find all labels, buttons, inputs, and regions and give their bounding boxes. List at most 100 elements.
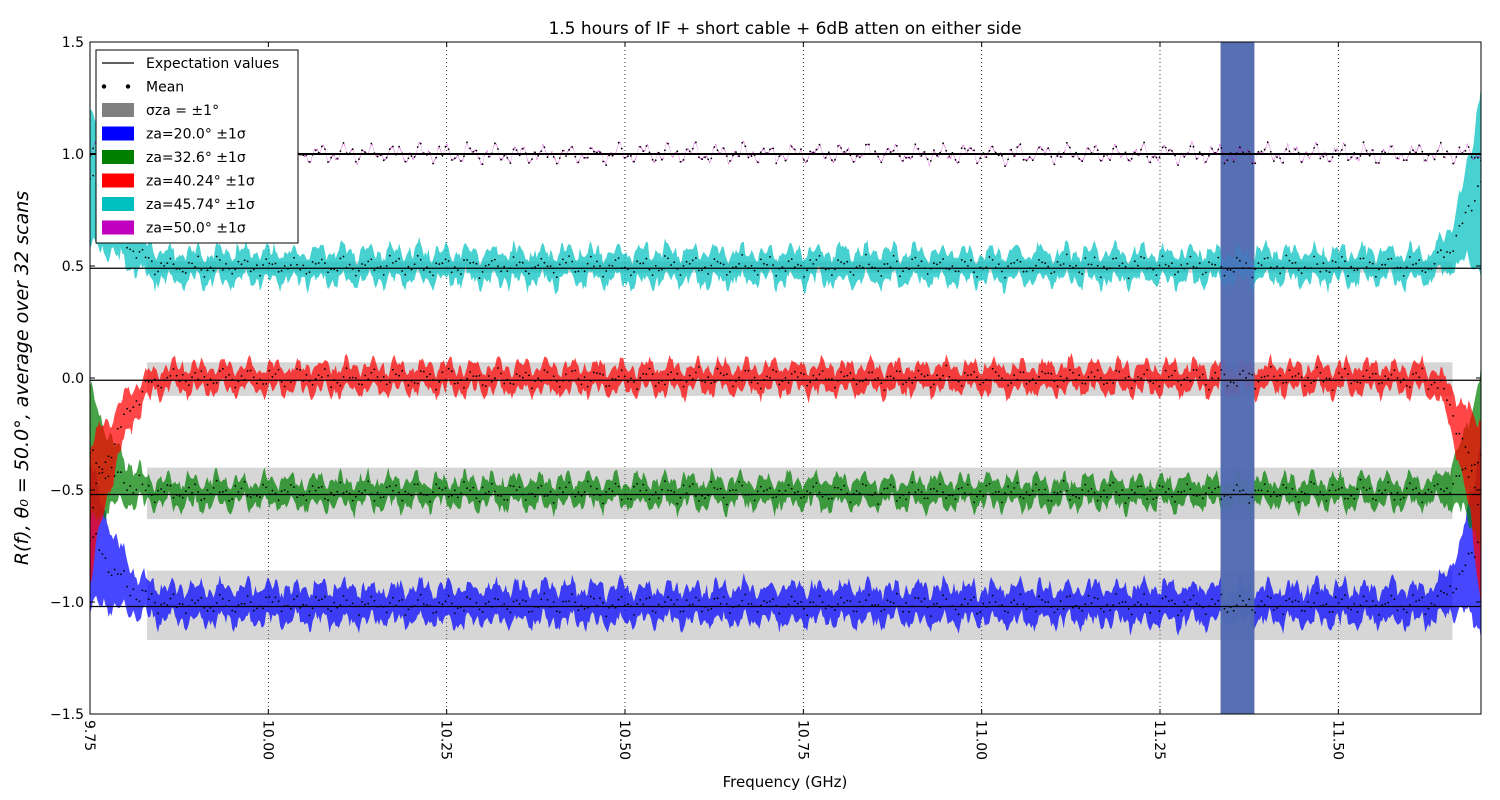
mean-dot bbox=[1171, 262, 1173, 265]
mean-dot bbox=[435, 483, 438, 486]
mean-dot bbox=[243, 378, 246, 381]
mean-dot bbox=[583, 376, 586, 379]
mean-dot bbox=[1189, 380, 1192, 383]
mean-dot bbox=[540, 484, 543, 487]
mean-dot bbox=[988, 482, 991, 485]
mean-dot bbox=[1214, 371, 1217, 374]
mean-dot bbox=[599, 265, 601, 267]
legend-patch-swatch bbox=[102, 150, 134, 164]
mean-dot bbox=[354, 377, 357, 379]
mean-dot bbox=[1146, 155, 1149, 158]
mean-dot bbox=[1177, 490, 1179, 493]
mean-dot bbox=[1449, 492, 1451, 495]
mean-dot bbox=[1300, 376, 1303, 379]
mean-dot bbox=[1146, 603, 1149, 606]
mean-dot bbox=[577, 609, 580, 612]
mean-dot bbox=[772, 368, 774, 371]
mean-dot bbox=[302, 380, 305, 382]
mean-dot bbox=[1232, 160, 1235, 163]
mean-dot bbox=[157, 489, 159, 492]
mean-dot bbox=[271, 375, 274, 378]
mean-dot bbox=[815, 378, 818, 380]
mean-dot bbox=[1415, 600, 1417, 603]
mean-dot bbox=[160, 262, 163, 264]
mean-dot bbox=[475, 497, 478, 499]
mean-dot bbox=[766, 263, 768, 266]
mean-dot bbox=[769, 600, 771, 603]
mean-dot bbox=[497, 148, 499, 150]
mean-dot bbox=[367, 480, 370, 483]
mean-dot bbox=[135, 598, 138, 601]
mean-dot bbox=[1103, 155, 1105, 158]
mean-dot bbox=[759, 258, 762, 261]
mean-dot bbox=[113, 443, 116, 446]
mean-dot bbox=[630, 605, 632, 608]
mean-dot bbox=[806, 490, 808, 493]
mean-dot bbox=[240, 487, 243, 490]
mean-dot bbox=[361, 149, 363, 152]
mean-dot bbox=[132, 492, 135, 494]
mean-dot bbox=[787, 381, 790, 384]
mean-dot bbox=[404, 160, 407, 163]
mean-dot bbox=[994, 601, 997, 603]
mean-dot bbox=[478, 608, 481, 611]
mean-dot bbox=[957, 613, 960, 616]
mean-dot bbox=[256, 382, 258, 385]
mean-dot bbox=[1412, 373, 1414, 375]
mean-dot bbox=[388, 381, 391, 384]
mean-dot bbox=[1405, 266, 1408, 268]
mean-dot bbox=[1075, 151, 1077, 154]
mean-dot bbox=[1368, 261, 1371, 264]
mean-dot bbox=[1285, 381, 1288, 384]
mean-dot bbox=[444, 258, 447, 261]
mean-dot bbox=[1331, 260, 1334, 262]
mean-dot bbox=[908, 610, 910, 613]
mean-dot bbox=[608, 607, 611, 609]
mean-dot bbox=[1198, 494, 1201, 496]
mean-dot bbox=[1137, 153, 1139, 156]
mean-dot bbox=[1461, 152, 1464, 155]
mean-dot bbox=[1174, 602, 1176, 605]
mean-dot bbox=[512, 600, 515, 603]
mean-dot bbox=[1013, 261, 1016, 264]
mean-dot bbox=[979, 490, 982, 493]
mean-dot bbox=[1081, 160, 1084, 163]
mean-dot bbox=[552, 375, 555, 378]
mean-dot bbox=[818, 491, 821, 494]
legend-label: za=32.6° ±1σ bbox=[146, 150, 246, 166]
mean-dot bbox=[1464, 564, 1467, 567]
mean-dot bbox=[521, 599, 524, 601]
mean-dot bbox=[1334, 596, 1337, 599]
mean-dot bbox=[1430, 268, 1433, 270]
mean-dot bbox=[472, 375, 475, 377]
mean-dot bbox=[1412, 488, 1414, 491]
mean-dot bbox=[574, 369, 577, 372]
mean-dot bbox=[1279, 494, 1281, 497]
mean-dot bbox=[877, 503, 880, 505]
y-tick-label: 0.0 bbox=[62, 371, 84, 387]
mean-dot bbox=[364, 489, 366, 492]
mean-dot bbox=[948, 155, 951, 158]
mean-dot bbox=[506, 608, 509, 610]
mean-dot bbox=[812, 601, 815, 604]
mean-dot bbox=[933, 603, 935, 605]
mean-dot bbox=[534, 605, 536, 608]
mean-dot bbox=[302, 494, 305, 497]
mean-dot bbox=[1053, 271, 1056, 273]
mean-dot bbox=[320, 376, 323, 378]
mean-dot bbox=[1473, 463, 1476, 466]
mean-dot bbox=[1279, 374, 1281, 377]
mean-dot bbox=[222, 491, 224, 493]
mean-dot bbox=[797, 376, 799, 378]
mean-dot bbox=[385, 156, 388, 159]
mean-dot bbox=[475, 262, 478, 265]
mean-dot bbox=[376, 155, 379, 158]
mean-dot bbox=[1344, 260, 1346, 263]
mean-dot bbox=[379, 265, 382, 268]
mean-dot bbox=[1362, 595, 1365, 598]
mean-dot bbox=[939, 261, 941, 264]
mean-dot bbox=[1266, 141, 1269, 144]
mean-dot bbox=[1307, 493, 1309, 496]
mean-dot bbox=[370, 595, 373, 598]
mean-dot bbox=[942, 142, 944, 145]
